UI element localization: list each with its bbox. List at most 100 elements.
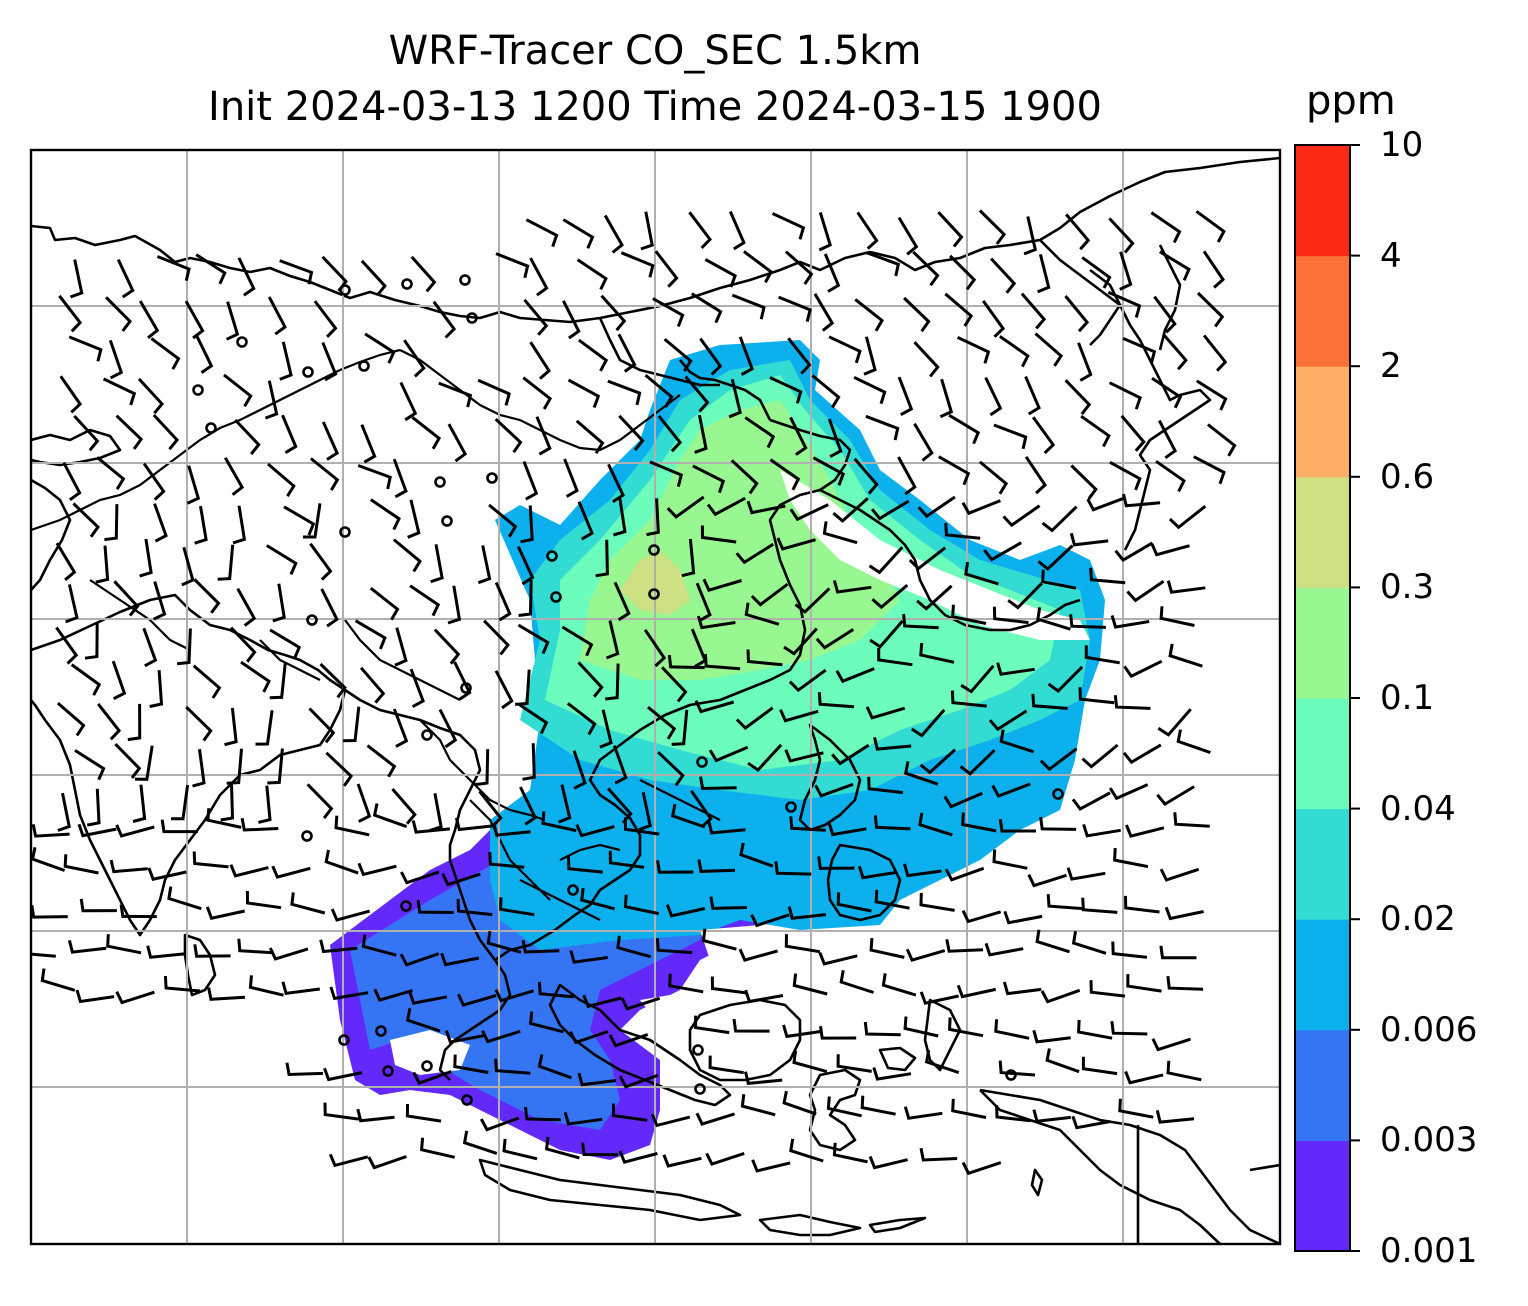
calm-wind-marker — [434, 476, 446, 488]
wind-barb — [690, 789, 713, 828]
wind-barb — [616, 935, 652, 959]
wind-barb — [438, 708, 458, 749]
wind-barb — [902, 613, 939, 630]
wind-barb — [392, 538, 422, 573]
wind-barb — [692, 464, 726, 494]
wind-barb — [652, 297, 685, 327]
map-frame — [29, 148, 1282, 1246]
wind-barb — [1193, 455, 1226, 485]
wind-barb — [1150, 543, 1190, 557]
wind-barb — [63, 854, 99, 875]
wind-barb — [152, 581, 167, 621]
wind-barb — [73, 414, 100, 452]
wind-barb — [744, 989, 784, 1004]
wind-barb — [919, 1147, 958, 1162]
wind-barb — [787, 906, 827, 920]
wind-barb — [438, 381, 473, 408]
wind-barb — [447, 585, 462, 625]
wind-barb — [522, 376, 553, 410]
wind-barb — [787, 337, 812, 375]
wind-barb — [667, 654, 705, 670]
wind-barb — [77, 823, 117, 838]
wind-barb — [789, 416, 808, 456]
wind-barb — [499, 897, 535, 917]
wind-barb — [1166, 1060, 1202, 1082]
calm-wind-marker — [696, 756, 708, 768]
wind-barb — [897, 216, 919, 256]
wind-barb — [521, 939, 560, 954]
wind-barb — [195, 253, 227, 285]
wind-barb — [744, 416, 776, 449]
wind-barb — [818, 952, 858, 966]
wind-barb — [323, 1102, 360, 1121]
wind-barb — [608, 850, 645, 869]
wind-barb — [57, 792, 71, 832]
wind-barb — [343, 706, 361, 743]
wind-barb — [789, 816, 826, 832]
wind-barb — [836, 892, 872, 913]
wind-barb — [74, 749, 106, 781]
calm-wind-marker — [459, 274, 471, 286]
wind-barb — [1108, 381, 1142, 410]
wind-barb — [563, 458, 579, 498]
calm-wind-marker — [648, 588, 660, 600]
wind-barb — [750, 913, 790, 928]
wind-barb — [581, 1142, 619, 1157]
wind-barb — [321, 341, 338, 382]
wind-barb — [1039, 747, 1078, 772]
wind-barb — [831, 743, 870, 766]
wind-barb — [104, 504, 119, 542]
wind-barb — [937, 211, 964, 248]
wind-barb — [856, 211, 879, 250]
wind-barb — [835, 667, 875, 684]
wind-barb — [688, 211, 712, 250]
wind-barb — [1122, 337, 1157, 364]
wind-barb — [522, 461, 539, 501]
wind-barb — [704, 258, 737, 288]
calm-wind-marker — [486, 472, 498, 484]
calm-wind-marker — [375, 1025, 387, 1037]
wind-barb — [661, 666, 688, 703]
wind-barb — [255, 710, 274, 746]
wind-barb — [978, 460, 1009, 495]
wind-barb — [948, 1017, 984, 1038]
wind-barb — [961, 812, 997, 833]
wind-barb — [1123, 659, 1163, 679]
wind-barb — [399, 952, 440, 967]
wind-barb — [732, 1018, 770, 1033]
wind-barb — [961, 1161, 1002, 1176]
wind-barb — [59, 375, 83, 414]
wind-barb — [399, 381, 418, 422]
wind-barb — [620, 251, 655, 278]
wind-barb — [978, 209, 1007, 245]
wind-barb — [1020, 292, 1047, 330]
wind-barb — [708, 1055, 744, 1075]
wind-barb — [114, 743, 142, 779]
wind-barb — [232, 505, 247, 545]
wind-barb — [245, 890, 282, 910]
wind-barb — [1077, 1019, 1113, 1040]
wind-barb — [453, 1054, 489, 1074]
wind-barb — [230, 626, 257, 663]
wind-barb — [730, 459, 759, 495]
wind-barb — [566, 856, 603, 874]
wind-barb — [313, 300, 338, 338]
wind-barb — [127, 703, 142, 742]
wind-barb — [910, 708, 946, 738]
wind-barb — [557, 784, 572, 824]
wind-barb — [55, 626, 79, 665]
colorbar-segment — [1295, 808, 1350, 920]
wind-barb — [618, 414, 645, 452]
wind-barb — [999, 729, 1035, 754]
wind-barb — [207, 987, 245, 1001]
wind-barb — [605, 663, 620, 701]
wind-barb — [857, 865, 897, 880]
wind-barb — [356, 1108, 395, 1123]
wind-barb — [1064, 379, 1092, 416]
wind-barb — [419, 1137, 456, 1159]
wind-barb — [822, 521, 858, 545]
wind-barb — [1078, 687, 1115, 705]
wind-barb — [812, 456, 846, 486]
wind-barb — [1155, 1110, 1195, 1124]
wind-barb — [995, 1104, 1031, 1123]
